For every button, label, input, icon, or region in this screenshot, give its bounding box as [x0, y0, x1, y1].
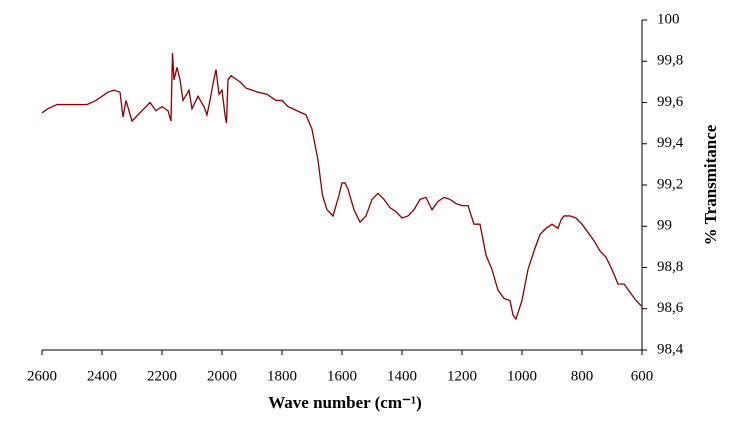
x-tick-label: 1200	[447, 368, 477, 384]
y-tick-label: 99	[657, 218, 672, 234]
x-tick-label: 2400	[87, 368, 117, 384]
y-tick-label: 98,8	[657, 259, 683, 275]
x-tick-label: 2000	[207, 368, 237, 384]
x-tick-label: 1800	[267, 368, 297, 384]
x-tick-label: 2600	[27, 368, 57, 384]
y-tick-label: 98,6	[657, 300, 684, 316]
x-tick-label: 600	[631, 368, 654, 384]
y-tick-label: 99,4	[657, 135, 684, 151]
x-tick-label: 800	[571, 368, 594, 384]
x-tick-label: 2200	[147, 368, 177, 384]
y-tick-label: 99,6	[657, 94, 684, 110]
y-tick-label: 100	[657, 11, 680, 27]
x-axis-title: Wave number (cm⁻¹)	[268, 393, 422, 412]
x-tick-label: 1600	[327, 368, 357, 384]
y-tick-label: 98,4	[657, 341, 684, 357]
x-tick-label: 1400	[387, 368, 417, 384]
x-tick-label: 1000	[507, 368, 537, 384]
y-axis-title: % Transmitance	[701, 124, 720, 245]
y-tick-label: 99,8	[657, 53, 683, 69]
spectrum-line	[41, 52, 643, 321]
y-tick-label: 99,2	[657, 176, 683, 192]
